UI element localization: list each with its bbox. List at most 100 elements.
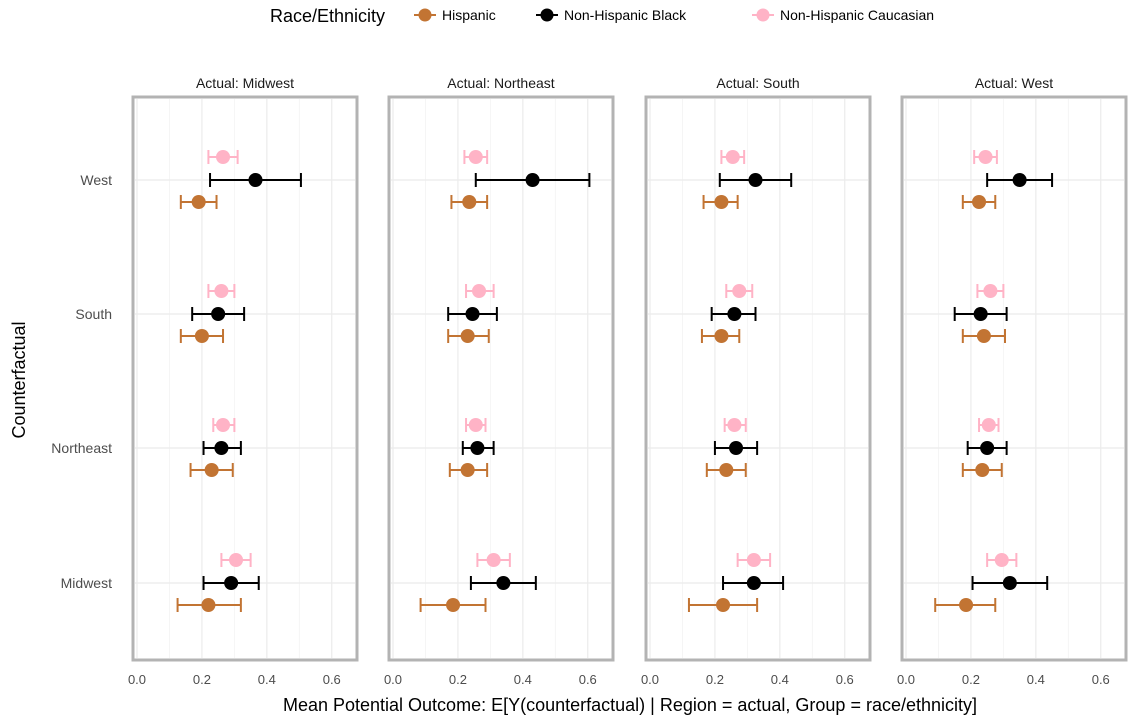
mean-point (729, 441, 744, 455)
mean-point (714, 329, 729, 343)
point-with-errorbar (448, 463, 489, 477)
mean-point (460, 463, 475, 477)
point-with-errorbar (978, 418, 1000, 432)
point-with-errorbar (469, 576, 537, 590)
point-with-errorbar (202, 576, 260, 590)
x-tick-label: 0.2 (193, 672, 211, 687)
legend-item: Non-Hispanic Black (536, 7, 687, 23)
mean-point (994, 553, 1009, 567)
x-tick-label: 0.2 (962, 672, 980, 687)
panel-frame (644, 95, 872, 662)
mean-point (211, 307, 226, 321)
legend-title: Race/Ethnicity (270, 6, 385, 26)
mean-point (716, 598, 731, 612)
point-with-errorbar (189, 463, 234, 477)
point-with-errorbar (720, 150, 746, 164)
point-with-errorbar (723, 418, 747, 432)
point-with-errorbar (718, 173, 793, 187)
mean-point (975, 463, 990, 477)
mean-point (486, 553, 501, 567)
y-tick-label: West (80, 172, 112, 188)
mean-point (959, 598, 974, 612)
legend-key-dot (756, 8, 770, 22)
mean-point (216, 418, 231, 432)
facet-panel: Actual: South 0.0 0.2 0.4 0.6 (641, 75, 872, 687)
x-tick-label: 0.0 (128, 672, 146, 687)
x-tick-label: 0.6 (323, 672, 341, 687)
point-with-errorbar (736, 553, 772, 567)
point-with-errorbar (710, 307, 757, 321)
point-with-errorbar (207, 150, 239, 164)
legend-item: Hispanic (414, 7, 496, 23)
point-with-errorbar (705, 463, 747, 477)
mean-point (460, 329, 475, 343)
facet-panel: Actual: West 0.0 0.2 0.4 0.6 (897, 75, 1128, 687)
y-axis-title: Counterfactual (9, 321, 29, 438)
legend-label: Non-Hispanic Caucasian (780, 7, 934, 23)
mean-point (472, 284, 487, 298)
point-with-errorbar (986, 173, 1054, 187)
mean-point (468, 150, 483, 164)
legend-key-dot (418, 8, 432, 22)
mean-point (976, 329, 991, 343)
x-tick-label: 0.0 (897, 672, 915, 687)
mean-point (465, 307, 480, 321)
point-with-errorbar (476, 553, 511, 567)
mean-point (216, 150, 231, 164)
mean-point (468, 418, 483, 432)
x-tick-label: 0.4 (514, 672, 532, 687)
x-axis-title: Mean Potential Outcome: E[Y(counterfactu… (283, 695, 977, 715)
mean-point (732, 284, 747, 298)
panel-frame (131, 95, 359, 662)
facet-panel: Actual: Northeast 0.0 0.2 0.4 0.6 (384, 75, 615, 687)
y-tick-label: Midwest (61, 575, 112, 591)
point-with-errorbar (450, 195, 489, 209)
point-with-errorbar (961, 329, 1007, 343)
x-tick-label: 0.2 (449, 672, 467, 687)
mean-point (746, 576, 761, 590)
mean-point (224, 576, 239, 590)
point-with-errorbar (209, 173, 302, 187)
mean-point (229, 553, 244, 567)
mean-point (983, 284, 998, 298)
x-tick-label: 0.2 (706, 672, 724, 687)
point-with-errorbar (986, 553, 1018, 567)
point-with-errorbar (934, 598, 997, 612)
panel-frame (387, 95, 615, 662)
legend-label: Hispanic (442, 7, 496, 23)
mean-point (204, 463, 219, 477)
panel-title: Actual: Northeast (447, 75, 554, 91)
mean-point (525, 173, 540, 187)
x-tick-label: 0.4 (258, 672, 276, 687)
point-with-errorbar (973, 150, 998, 164)
mean-point (719, 463, 734, 477)
mean-point (1002, 576, 1017, 590)
mean-point (725, 150, 740, 164)
mean-point (462, 195, 477, 209)
point-with-errorbar (474, 173, 591, 187)
mean-point (727, 418, 742, 432)
facet-panel: Actual: Midwest 0.0 0.2 0.4 0.6 (128, 75, 359, 687)
legend-key-dot (540, 8, 554, 22)
mean-point (972, 195, 987, 209)
mean-point (727, 307, 742, 321)
mean-point (1012, 173, 1027, 187)
x-tick-label: 0.4 (771, 672, 789, 687)
mean-point (470, 441, 485, 455)
y-axis-tick-labels: Midwest Northeast South West (51, 172, 112, 591)
point-with-errorbar (461, 441, 495, 455)
mean-point (980, 441, 995, 455)
y-tick-label: Northeast (51, 440, 112, 456)
mean-point (248, 173, 263, 187)
legend-item: Non-Hispanic Caucasian (752, 7, 934, 23)
mean-point (746, 553, 761, 567)
point-with-errorbar (191, 307, 246, 321)
point-with-errorbar (700, 329, 741, 343)
point-with-errorbar (976, 284, 1005, 298)
panel-title: Actual: South (716, 75, 799, 91)
point-with-errorbar (463, 150, 489, 164)
point-with-errorbar (179, 195, 218, 209)
mean-point (973, 307, 988, 321)
x-tick-label: 0.6 (579, 672, 597, 687)
